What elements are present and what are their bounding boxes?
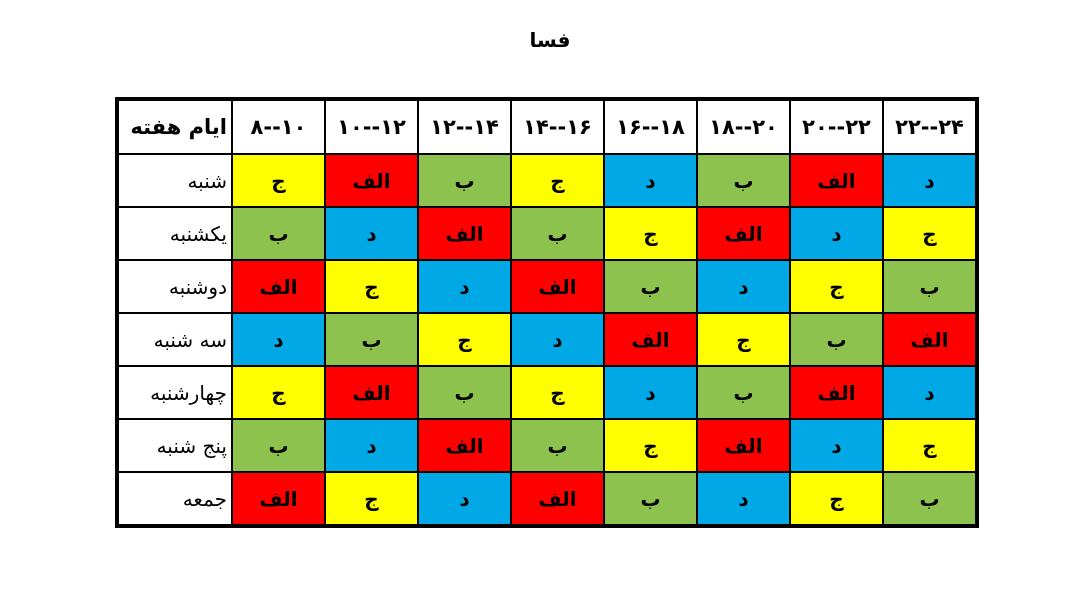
- group-cell: د: [604, 154, 697, 207]
- group-cell: ج: [418, 313, 511, 366]
- day-name: سه شنبه: [118, 313, 232, 366]
- group-cell: ب: [604, 260, 697, 313]
- group-cell: د: [604, 366, 697, 419]
- group-cell: ب: [418, 154, 511, 207]
- group-cell: د: [697, 260, 790, 313]
- group-cell: ج: [790, 260, 883, 313]
- day-name: شنبه: [118, 154, 232, 207]
- group-cell: الف: [325, 366, 418, 419]
- group-cell: الف: [418, 207, 511, 260]
- group-cell: د: [325, 207, 418, 260]
- group-cell: ب: [790, 313, 883, 366]
- time-slot: ۱۰--۱۲: [325, 100, 418, 154]
- day-row: چهارشنبه ج الف ب ج د ب الف د: [118, 366, 976, 419]
- group-cell: ب: [697, 154, 790, 207]
- group-cell: د: [883, 154, 976, 207]
- day-row: جمعه الف ج د الف ب د ج ب: [118, 472, 976, 525]
- header-row: ایام هفته ۸--۱۰ ۱۰--۱۲ ۱۲--۱۴ ۱۴--۱۶ ۱۶--۱۸ ۱۸…: [118, 100, 976, 154]
- group-cell: ب: [325, 313, 418, 366]
- group-cell: ب: [232, 207, 325, 260]
- group-cell: ج: [790, 472, 883, 525]
- group-cell: د: [325, 419, 418, 472]
- time-slot: ۱۶--۱۸: [604, 100, 697, 154]
- group-cell: الف: [604, 313, 697, 366]
- day-name: جمعه: [118, 472, 232, 525]
- group-cell: الف: [418, 419, 511, 472]
- group-cell: الف: [325, 154, 418, 207]
- group-cell: د: [418, 472, 511, 525]
- day-row: پنج شنبه ب د الف ب ج الف د ج: [118, 419, 976, 472]
- group-cell: ج: [883, 419, 976, 472]
- time-slot: ۱۴--۱۶: [511, 100, 604, 154]
- time-slot: ۱۲--۱۴: [418, 100, 511, 154]
- group-cell: ب: [604, 472, 697, 525]
- group-cell: الف: [232, 472, 325, 525]
- group-cell: ب: [883, 472, 976, 525]
- day-row: شنبه ج الف ب ج د ب الف د: [118, 154, 976, 207]
- group-cell: د: [418, 260, 511, 313]
- group-cell: الف: [697, 419, 790, 472]
- group-cell: ب: [697, 366, 790, 419]
- group-cell: ج: [604, 207, 697, 260]
- group-cell: د: [697, 472, 790, 525]
- group-cell: الف: [697, 207, 790, 260]
- time-slot: ۱۸--۲۰: [697, 100, 790, 154]
- title: فسا: [529, 28, 571, 52]
- group-cell: ب: [883, 260, 976, 313]
- day-row: یکشنبه ب د الف ب ج الف د ج: [118, 207, 976, 260]
- time-slot: ۸--۱۰: [232, 100, 325, 154]
- day-name: پنج شنبه: [118, 419, 232, 472]
- corner-cell: ایام هفته: [118, 100, 232, 154]
- group-cell: الف: [883, 313, 976, 366]
- group-cell: د: [790, 419, 883, 472]
- group-cell: ج: [511, 366, 604, 419]
- group-cell: ب: [418, 366, 511, 419]
- schedule-table: ایام هفته ۸--۱۰ ۱۰--۱۲ ۱۲--۱۴ ۱۴--۱۶ ۱۶--۱۸ ۱۸…: [115, 97, 979, 528]
- day-name: یکشنبه: [118, 207, 232, 260]
- day-row: دوشنبه الف ج د الف ب د ج ب: [118, 260, 976, 313]
- group-cell: ج: [325, 472, 418, 525]
- group-cell: ب: [511, 419, 604, 472]
- day-name: دوشنبه: [118, 260, 232, 313]
- time-slot: ۲۰--۲۲: [790, 100, 883, 154]
- group-cell: د: [511, 313, 604, 366]
- day-row: سه شنبه د ب ج د الف ج ب الف: [118, 313, 976, 366]
- group-cell: ب: [511, 207, 604, 260]
- group-cell: الف: [511, 472, 604, 525]
- group-cell: ج: [325, 260, 418, 313]
- group-cell: د: [883, 366, 976, 419]
- group-cell: د: [790, 207, 883, 260]
- time-slot: ۲۲--۲۴: [883, 100, 976, 154]
- day-name: چهارشنبه: [118, 366, 232, 419]
- group-cell: ج: [604, 419, 697, 472]
- group-cell: ج: [883, 207, 976, 260]
- group-cell: الف: [790, 366, 883, 419]
- group-cell: ج: [511, 154, 604, 207]
- group-cell: ج: [697, 313, 790, 366]
- group-cell: ب: [232, 419, 325, 472]
- group-cell: د: [232, 313, 325, 366]
- group-cell: ج: [232, 366, 325, 419]
- group-cell: الف: [511, 260, 604, 313]
- group-cell: الف: [232, 260, 325, 313]
- group-cell: ج: [232, 154, 325, 207]
- group-cell: الف: [790, 154, 883, 207]
